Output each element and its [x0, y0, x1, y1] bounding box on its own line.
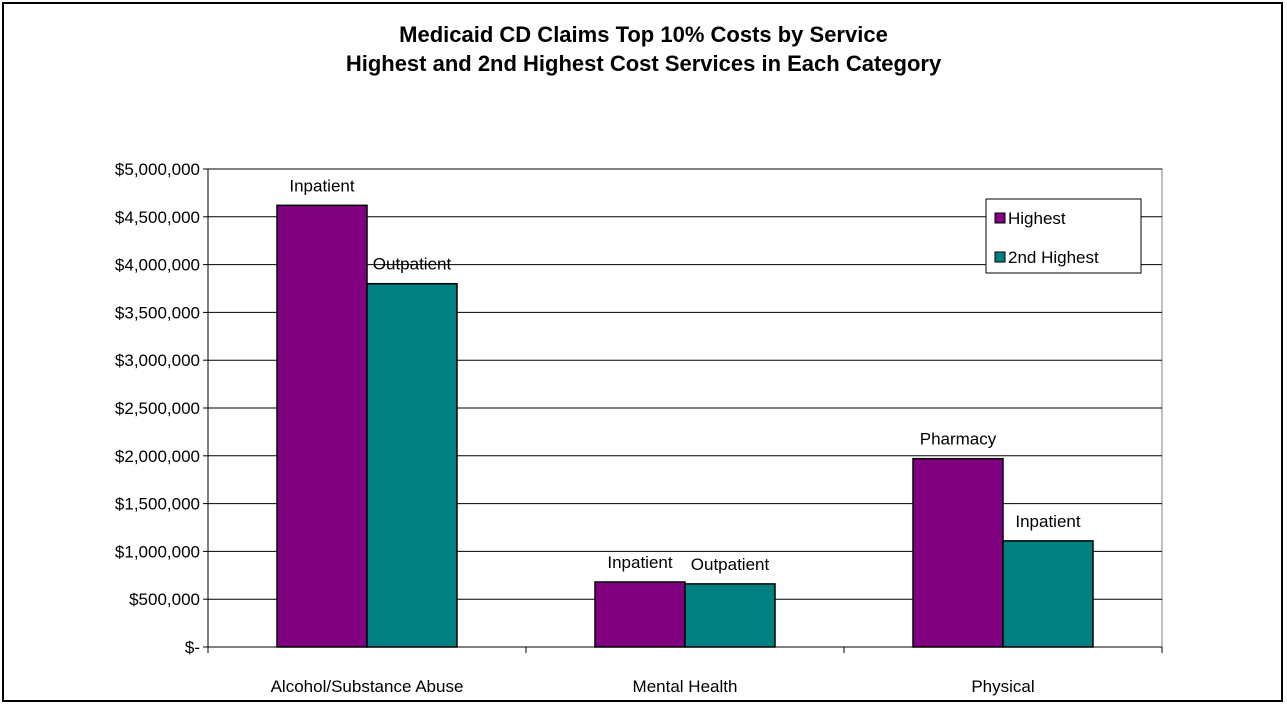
legend-label: 2nd Highest [1008, 248, 1099, 267]
legend-label: Highest [1008, 209, 1066, 228]
y-tick-label: $500,000 [129, 590, 200, 609]
y-tick-label: $1,000,000 [115, 542, 200, 561]
y-tick-label: $1,500,000 [115, 495, 200, 514]
bar-highest [276, 204, 368, 648]
x-category-label: Alcohol/Substance Abuse [271, 677, 464, 696]
bar-highest [594, 581, 686, 648]
chart-subtitle: Highest and 2nd Highest Cost Services in… [345, 51, 942, 76]
y-tick-label: $5,000,000 [115, 160, 200, 179]
y-tick-label: $2,500,000 [115, 399, 200, 418]
bar-2nd-highest [366, 282, 458, 648]
bar-data-label: Outpatient [373, 255, 452, 274]
legend-swatch [994, 212, 1006, 224]
bar-2nd-highest [1002, 540, 1094, 648]
bar-highest [912, 457, 1004, 648]
x-category-label: Mental Health [633, 677, 738, 696]
y-tick-label: $4,500,000 [115, 208, 200, 227]
legend-swatch [994, 251, 1006, 263]
y-tick-label: $2,000,000 [115, 447, 200, 466]
legend-box [985, 198, 1142, 274]
bar-data-label: Inpatient [1015, 512, 1080, 531]
chart-title: Medicaid CD Claims Top 10% Costs by Serv… [399, 22, 888, 47]
y-tick-label: $4,000,000 [115, 256, 200, 275]
y-tick-label: $- [185, 638, 200, 657]
x-category-label: Physical [971, 677, 1034, 696]
bar-data-label: Pharmacy [920, 430, 997, 449]
bar-data-label: Inpatient [289, 176, 354, 195]
y-tick-label: $3,500,000 [115, 303, 200, 322]
bar-data-label: Inpatient [607, 553, 672, 572]
bar-2nd-highest [684, 583, 776, 648]
y-tick-label: $3,000,000 [115, 351, 200, 370]
bar-data-label: Outpatient [691, 555, 770, 574]
chart-title-block: Medicaid CD Claims Top 10% Costs by Serv… [0, 20, 1287, 78]
